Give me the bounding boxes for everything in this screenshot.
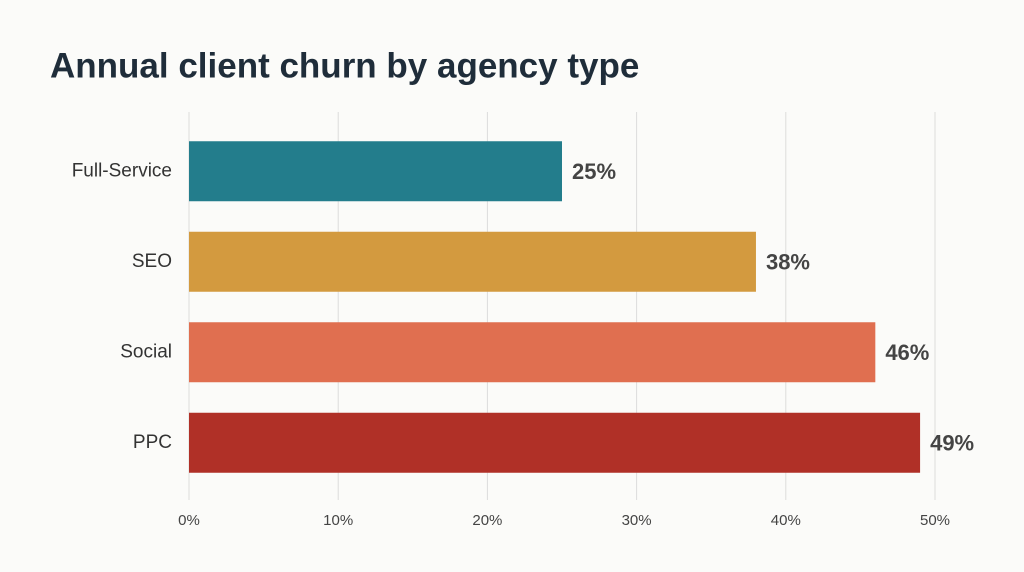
chart-title: Annual client churn by agency type (50, 46, 639, 85)
y-tick-label: Full-Service (72, 160, 172, 181)
x-tick-label: 40% (771, 512, 801, 529)
x-tick-label: 20% (472, 512, 502, 529)
value-label: 46% (885, 340, 929, 365)
bar (189, 141, 562, 202)
x-tick-label: 50% (920, 512, 950, 529)
bar (189, 231, 756, 292)
value-label: 25% (572, 159, 616, 184)
x-tick-label: 30% (622, 512, 652, 529)
x-tick-label: 0% (178, 512, 200, 529)
bar (189, 412, 921, 473)
value-label: 49% (930, 431, 974, 456)
value-label: 38% (766, 250, 810, 275)
y-tick-label: PPC (133, 432, 172, 453)
y-tick-label: SEO (132, 251, 172, 272)
bar (189, 322, 876, 383)
x-tick-label: 10% (323, 512, 353, 529)
y-tick-label: Social (120, 341, 172, 362)
